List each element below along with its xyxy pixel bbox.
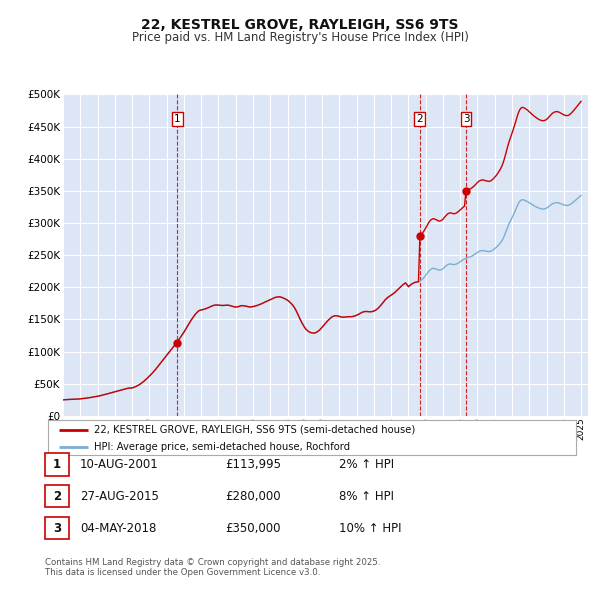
Text: 1: 1	[53, 458, 61, 471]
Text: 8% ↑ HPI: 8% ↑ HPI	[339, 490, 394, 503]
Text: 22, KESTREL GROVE, RAYLEIGH, SS6 9TS: 22, KESTREL GROVE, RAYLEIGH, SS6 9TS	[141, 18, 459, 32]
Text: 3: 3	[463, 114, 469, 124]
Text: 2: 2	[416, 114, 423, 124]
Text: 10-AUG-2001: 10-AUG-2001	[80, 458, 158, 471]
Text: £113,995: £113,995	[225, 458, 281, 471]
Text: £280,000: £280,000	[225, 490, 281, 503]
Text: 2% ↑ HPI: 2% ↑ HPI	[339, 458, 394, 471]
Text: HPI: Average price, semi-detached house, Rochford: HPI: Average price, semi-detached house,…	[94, 442, 350, 451]
Text: 04-MAY-2018: 04-MAY-2018	[80, 522, 156, 535]
Text: 27-AUG-2015: 27-AUG-2015	[80, 490, 158, 503]
Text: Contains HM Land Registry data © Crown copyright and database right 2025.
This d: Contains HM Land Registry data © Crown c…	[45, 558, 380, 577]
Text: 2: 2	[53, 490, 61, 503]
Text: £350,000: £350,000	[225, 522, 281, 535]
Text: Price paid vs. HM Land Registry's House Price Index (HPI): Price paid vs. HM Land Registry's House …	[131, 31, 469, 44]
Text: 22, KESTREL GROVE, RAYLEIGH, SS6 9TS (semi-detached house): 22, KESTREL GROVE, RAYLEIGH, SS6 9TS (se…	[94, 425, 416, 435]
Text: 1: 1	[174, 114, 181, 124]
Text: 3: 3	[53, 522, 61, 535]
Text: 10% ↑ HPI: 10% ↑ HPI	[339, 522, 401, 535]
